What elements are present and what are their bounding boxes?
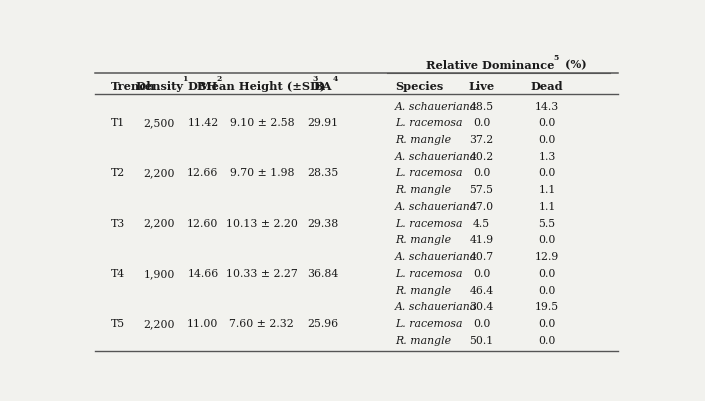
Text: 5.5: 5.5 [539, 219, 556, 229]
Text: 12.60: 12.60 [187, 219, 219, 229]
Text: 1: 1 [182, 75, 188, 83]
Text: BA: BA [314, 81, 332, 92]
Text: R. mangle: R. mangle [396, 135, 451, 145]
Text: 0.0: 0.0 [539, 168, 556, 178]
Text: 1,900: 1,900 [143, 269, 175, 279]
Text: 41.9: 41.9 [470, 235, 494, 245]
Text: 28.35: 28.35 [307, 168, 338, 178]
Text: 14.66: 14.66 [188, 269, 219, 279]
Text: 46.4: 46.4 [470, 286, 494, 296]
Text: 9.70 ± 1.98: 9.70 ± 1.98 [230, 168, 294, 178]
Text: 4: 4 [333, 75, 338, 83]
Text: 50.1: 50.1 [470, 336, 494, 346]
Text: 12.66: 12.66 [187, 168, 219, 178]
Text: 47.0: 47.0 [470, 202, 494, 212]
Text: 48.5: 48.5 [470, 101, 494, 111]
Text: (%): (%) [561, 60, 587, 71]
Text: 40.2: 40.2 [470, 152, 494, 162]
Text: T5: T5 [111, 319, 125, 329]
Text: 4.5: 4.5 [473, 219, 490, 229]
Text: 0.0: 0.0 [473, 118, 490, 128]
Text: 0.0: 0.0 [539, 319, 556, 329]
Text: 10.33 ± 2.27: 10.33 ± 2.27 [226, 269, 298, 279]
Text: L. racemosa: L. racemosa [396, 118, 462, 128]
Text: 1.1: 1.1 [539, 202, 556, 212]
Text: A. schaueriana: A. schaueriana [396, 202, 477, 212]
Text: Species: Species [396, 81, 443, 92]
Text: Relative Dominance: Relative Dominance [426, 60, 554, 71]
Text: 0.0: 0.0 [539, 135, 556, 145]
Text: 1.1: 1.1 [539, 185, 556, 195]
Text: L. racemosa: L. racemosa [396, 319, 462, 329]
Text: Mean Height (±SD): Mean Height (±SD) [199, 81, 325, 92]
Text: 3: 3 [312, 75, 317, 83]
Text: R. mangle: R. mangle [396, 286, 451, 296]
Text: R. mangle: R. mangle [396, 235, 451, 245]
Text: L. racemosa: L. racemosa [396, 219, 462, 229]
Text: A. schaueriana: A. schaueriana [396, 252, 477, 262]
Text: T3: T3 [111, 219, 125, 229]
Text: 0.0: 0.0 [539, 118, 556, 128]
Text: 2,200: 2,200 [143, 219, 175, 229]
Text: A. schaueriana: A. schaueriana [396, 152, 477, 162]
Text: 29.38: 29.38 [307, 219, 338, 229]
Text: 25.96: 25.96 [307, 319, 338, 329]
Text: T2: T2 [111, 168, 125, 178]
Text: 36.84: 36.84 [307, 269, 338, 279]
Text: 30.4: 30.4 [470, 302, 494, 312]
Text: 0.0: 0.0 [539, 269, 556, 279]
Text: L. racemosa: L. racemosa [396, 269, 462, 279]
Text: 14.3: 14.3 [535, 101, 559, 111]
Text: Trench: Trench [111, 81, 156, 92]
Text: R. mangle: R. mangle [396, 185, 451, 195]
Text: 0.0: 0.0 [539, 336, 556, 346]
Text: Density: Density [135, 81, 183, 92]
Text: 9.10 ± 2.58: 9.10 ± 2.58 [230, 118, 294, 128]
Text: T1: T1 [111, 118, 125, 128]
Text: Dead: Dead [531, 81, 563, 92]
Text: 57.5: 57.5 [470, 185, 494, 195]
Text: 37.2: 37.2 [470, 135, 494, 145]
Text: 29.91: 29.91 [307, 118, 338, 128]
Text: 19.5: 19.5 [535, 302, 559, 312]
Text: 2,200: 2,200 [143, 168, 175, 178]
Text: T4: T4 [111, 269, 125, 279]
Text: 10.13 ± 2.20: 10.13 ± 2.20 [226, 219, 298, 229]
Text: 5: 5 [553, 54, 558, 62]
Text: 7.60 ± 2.32: 7.60 ± 2.32 [230, 319, 294, 329]
Text: 0.0: 0.0 [539, 235, 556, 245]
Text: 0.0: 0.0 [473, 269, 490, 279]
Text: R. mangle: R. mangle [396, 336, 451, 346]
Text: 0.0: 0.0 [473, 168, 490, 178]
Text: 2,200: 2,200 [143, 319, 175, 329]
Text: L. racemosa: L. racemosa [396, 168, 462, 178]
Text: 0.0: 0.0 [473, 319, 490, 329]
Text: A. schaueriana: A. schaueriana [396, 101, 477, 111]
Text: 12.9: 12.9 [535, 252, 559, 262]
Text: DBH: DBH [188, 81, 218, 92]
Text: 40.7: 40.7 [470, 252, 494, 262]
Text: Live: Live [468, 81, 495, 92]
Text: 2: 2 [216, 75, 222, 83]
Text: A. schaueriana: A. schaueriana [396, 302, 477, 312]
Text: 11.42: 11.42 [188, 118, 219, 128]
Text: 1.3: 1.3 [539, 152, 556, 162]
Text: 0.0: 0.0 [539, 286, 556, 296]
Text: 2,500: 2,500 [143, 118, 175, 128]
Text: 11.00: 11.00 [187, 319, 219, 329]
